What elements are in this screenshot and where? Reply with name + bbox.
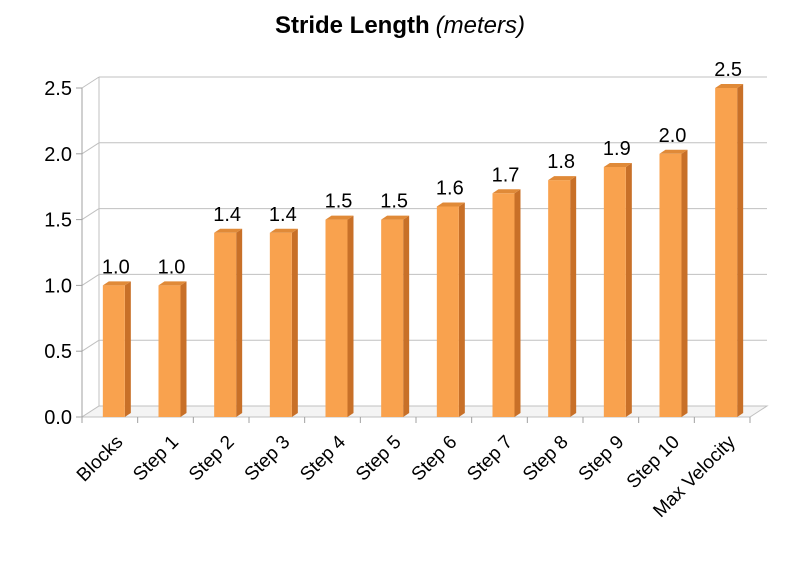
bar-side (180, 281, 187, 417)
x-tick-label: Step 5 (352, 432, 406, 486)
gridline-connector (81, 208, 100, 221)
bar-top (603, 162, 632, 167)
bar-front (603, 166, 626, 417)
x-tick-label: Step 6 (408, 432, 462, 486)
bar-front (436, 206, 459, 417)
bar-top (214, 228, 243, 233)
gridline-connector (81, 142, 100, 155)
chart-title-unit: (meters) (435, 12, 525, 39)
data-label: 1.9 (603, 138, 631, 160)
bar-side (236, 228, 243, 417)
data-label: 1.4 (213, 204, 241, 226)
bar-side (570, 176, 577, 417)
bar (381, 215, 410, 417)
bar-top (102, 281, 131, 286)
y-tick-label: 0.5 (44, 341, 72, 363)
bar-top (436, 202, 465, 207)
bar-side (681, 149, 688, 418)
bar-front (269, 232, 292, 417)
bar-top (548, 176, 577, 181)
bar (102, 281, 131, 417)
data-label: 1.8 (547, 151, 575, 173)
x-tick-label: Step 4 (296, 431, 350, 485)
bar-top (325, 215, 354, 220)
x-tick-label: Step 7 (463, 432, 517, 486)
x-tick-label: Blocks (73, 432, 127, 486)
bar-side (347, 215, 354, 417)
x-tick-label: Step 3 (241, 432, 295, 486)
gridline-connector (81, 76, 100, 89)
bar-top (158, 281, 187, 286)
bar (715, 84, 744, 417)
bar-side (514, 189, 521, 417)
bar-front (659, 153, 682, 418)
bar (548, 176, 577, 417)
bar-front (158, 285, 181, 417)
bar (325, 215, 354, 417)
bar-side (458, 202, 465, 417)
chart-title-main: Stride Length (274, 12, 430, 39)
bar-front (325, 219, 348, 417)
y-tick-label: 2.0 (44, 144, 72, 166)
bar-front (381, 219, 404, 417)
bar (603, 162, 632, 417)
data-label: 2.0 (659, 125, 687, 147)
bar-side (403, 215, 410, 417)
data-label: 1.4 (269, 204, 297, 226)
bar-side (625, 162, 632, 417)
bar-front (548, 180, 571, 417)
bar-side (291, 228, 298, 417)
x-tick-label: Step 8 (519, 432, 573, 486)
gridline-connector (81, 273, 100, 286)
data-label: 1.0 (158, 256, 186, 278)
bar-top (269, 228, 298, 233)
x-tick-label: Step 1 (129, 432, 183, 486)
gridline-connector (81, 339, 100, 352)
bar (492, 189, 521, 417)
bar-top (381, 215, 410, 220)
data-label: 1.5 (325, 191, 353, 213)
bar (269, 228, 298, 417)
bar (214, 228, 243, 417)
bar-top (715, 84, 744, 88)
y-tick-label: 1.5 (44, 210, 72, 232)
bar-side (737, 84, 744, 417)
axis-layer (76, 87, 769, 423)
bar (659, 149, 688, 418)
x-tick-label: Step 2 (185, 432, 239, 486)
bar (436, 202, 465, 417)
chart-title: Stride Length (meters) (0, 12, 800, 40)
bar-front (214, 232, 237, 417)
bars-layer (102, 84, 744, 418)
bar-top (492, 189, 521, 194)
bar-side (124, 281, 131, 417)
y-tick-label: 0.0 (44, 407, 72, 429)
data-label: 2.5 (714, 59, 742, 81)
data-label: 1.0 (102, 256, 130, 278)
bar-top (659, 149, 688, 154)
bar (158, 281, 187, 417)
data-label: 1.7 (492, 164, 520, 186)
bar-front (715, 88, 738, 417)
bar-front (492, 193, 515, 417)
bar-front (102, 285, 125, 417)
y-tick-label: 1.0 (44, 275, 72, 297)
x-tick-label: Step 9 (575, 432, 629, 486)
data-label: 1.6 (436, 177, 464, 199)
data-label: 1.5 (380, 191, 408, 213)
y-tick-label: 2.5 (44, 78, 72, 100)
